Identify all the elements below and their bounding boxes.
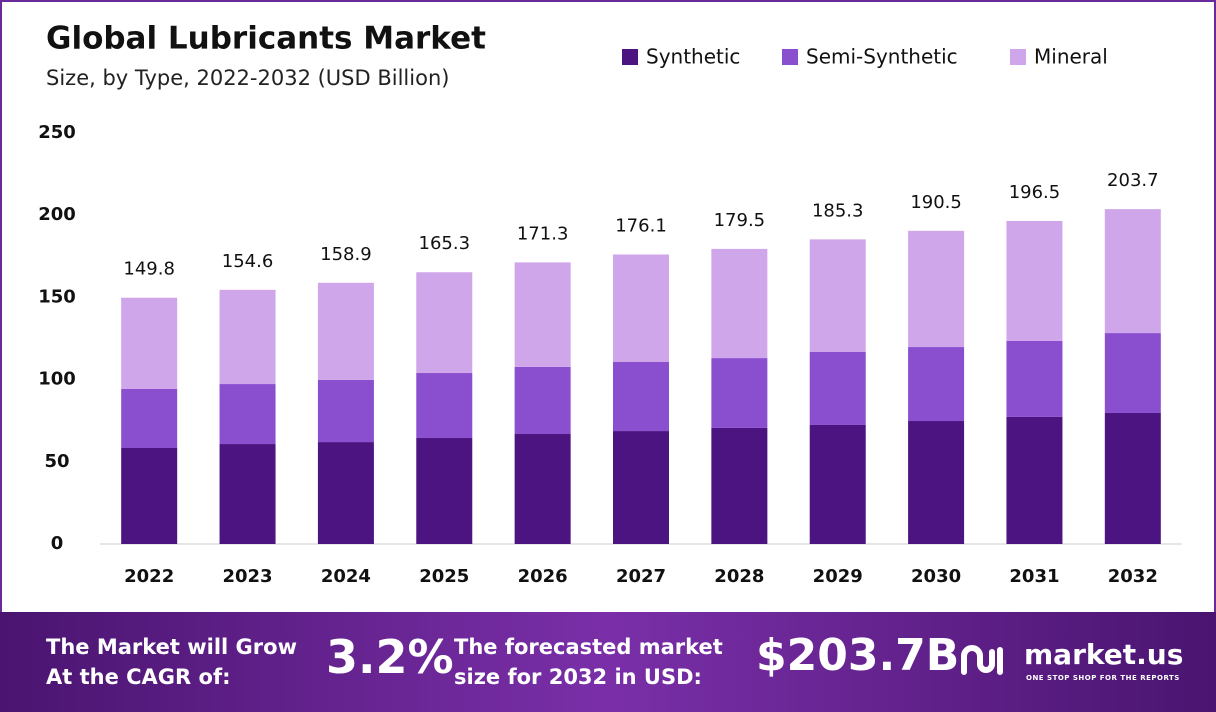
- legend-label: Mineral: [1034, 45, 1108, 69]
- legend-label: Semi-Synthetic: [806, 45, 958, 69]
- total-label: 196.5: [1009, 182, 1061, 203]
- x-tick-label: 2029: [813, 566, 863, 587]
- forecast-text: The forecasted market size for 2032 in US…: [454, 632, 723, 692]
- bar-segment: [121, 388, 178, 448]
- bar-segment: [1006, 340, 1063, 417]
- cagr-text: The Market will Grow At the CAGR of:: [46, 632, 297, 692]
- x-tick-label: 2031: [1009, 566, 1059, 587]
- text: size for 2032 in USD:: [454, 665, 702, 689]
- bar-segment: [514, 366, 571, 435]
- bar-segment: [1104, 333, 1161, 413]
- forecast-value: $203.7B: [756, 630, 960, 681]
- bar-segment: [416, 272, 473, 374]
- bar-segment: [1104, 209, 1161, 334]
- bar-segment: [1104, 412, 1161, 544]
- bar-segment: [514, 262, 571, 367]
- chart-subtitle: Size, by Type, 2022-2032 (USD Billion): [46, 66, 449, 90]
- bar-segment: [317, 379, 374, 443]
- y-tick-label: 150: [38, 286, 76, 307]
- bar-segment: [908, 230, 965, 348]
- text: The Market will Grow: [46, 635, 297, 659]
- legend-swatch: [622, 49, 638, 65]
- x-tick-label: 2027: [616, 566, 666, 587]
- total-label: 179.5: [714, 210, 766, 231]
- legend-swatch: [1010, 49, 1026, 65]
- bar-segment: [1006, 220, 1063, 341]
- x-tick-label: 2023: [222, 566, 272, 587]
- bar-segment: [121, 297, 178, 389]
- text: The forecasted market: [454, 635, 723, 659]
- total-label: 203.7: [1107, 170, 1159, 191]
- x-tick-label: 2026: [518, 566, 568, 587]
- bar-segment: [809, 239, 866, 352]
- bar-segment: [219, 444, 276, 544]
- bar-segment: [416, 437, 473, 544]
- logo-icon: [961, 645, 1003, 675]
- total-label: 165.3: [419, 233, 471, 254]
- chart: Global Lubricants Market Size, by Type, …: [0, 0, 1216, 622]
- bar-segment: [809, 351, 866, 425]
- x-tick-label: 2030: [911, 566, 961, 587]
- bar-segment: [613, 431, 669, 544]
- cagr-value: 3.2%: [326, 630, 454, 684]
- bar-segment: [219, 384, 276, 445]
- tagline: ONE STOP SHOP FOR THE REPORTS: [1026, 674, 1180, 682]
- bar-segment: [121, 447, 178, 544]
- bar-segment: [514, 434, 571, 544]
- bar-segment: [711, 427, 768, 544]
- y-tick-label: 100: [38, 369, 76, 390]
- chart-title: Global Lubricants Market: [46, 21, 486, 57]
- total-label: 149.8: [123, 259, 175, 280]
- bar-segment: [219, 289, 276, 385]
- bar-segment: [1006, 416, 1063, 544]
- total-label: 158.9: [320, 244, 372, 265]
- total-label: 171.3: [517, 223, 569, 244]
- total-label: 176.1: [615, 215, 667, 236]
- y-tick-label: 250: [38, 122, 76, 143]
- bar-segment: [809, 424, 866, 544]
- bar-segment: [613, 254, 669, 363]
- bar-segment: [908, 347, 965, 422]
- bar-segment: [908, 421, 965, 544]
- total-label: 185.3: [812, 200, 864, 221]
- x-tick-label: 2024: [321, 566, 371, 587]
- bar-segment: [317, 282, 374, 380]
- total-label: 190.5: [910, 192, 962, 213]
- brand: market.us: [1024, 638, 1184, 671]
- total-label: 154.6: [222, 251, 274, 272]
- y-tick-label: 50: [44, 451, 69, 472]
- bar-segment: [613, 362, 669, 432]
- y-tick-label: 0: [51, 533, 64, 554]
- bar-segment: [317, 442, 374, 544]
- text: At the CAGR of:: [46, 665, 231, 689]
- x-tick-label: 2025: [419, 566, 469, 587]
- y-tick-label: 200: [38, 204, 76, 225]
- legend-label: Synthetic: [646, 45, 740, 69]
- bar-segment: [416, 373, 473, 438]
- bar-segment: [711, 248, 768, 359]
- footer: The Market will Grow At the CAGR of: 3.2%…: [0, 612, 1216, 712]
- x-tick-label: 2032: [1108, 566, 1158, 587]
- x-tick-label: 2022: [124, 566, 174, 587]
- bar-segment: [711, 358, 768, 428]
- legend-swatch: [782, 49, 798, 65]
- x-tick-label: 2028: [714, 566, 764, 587]
